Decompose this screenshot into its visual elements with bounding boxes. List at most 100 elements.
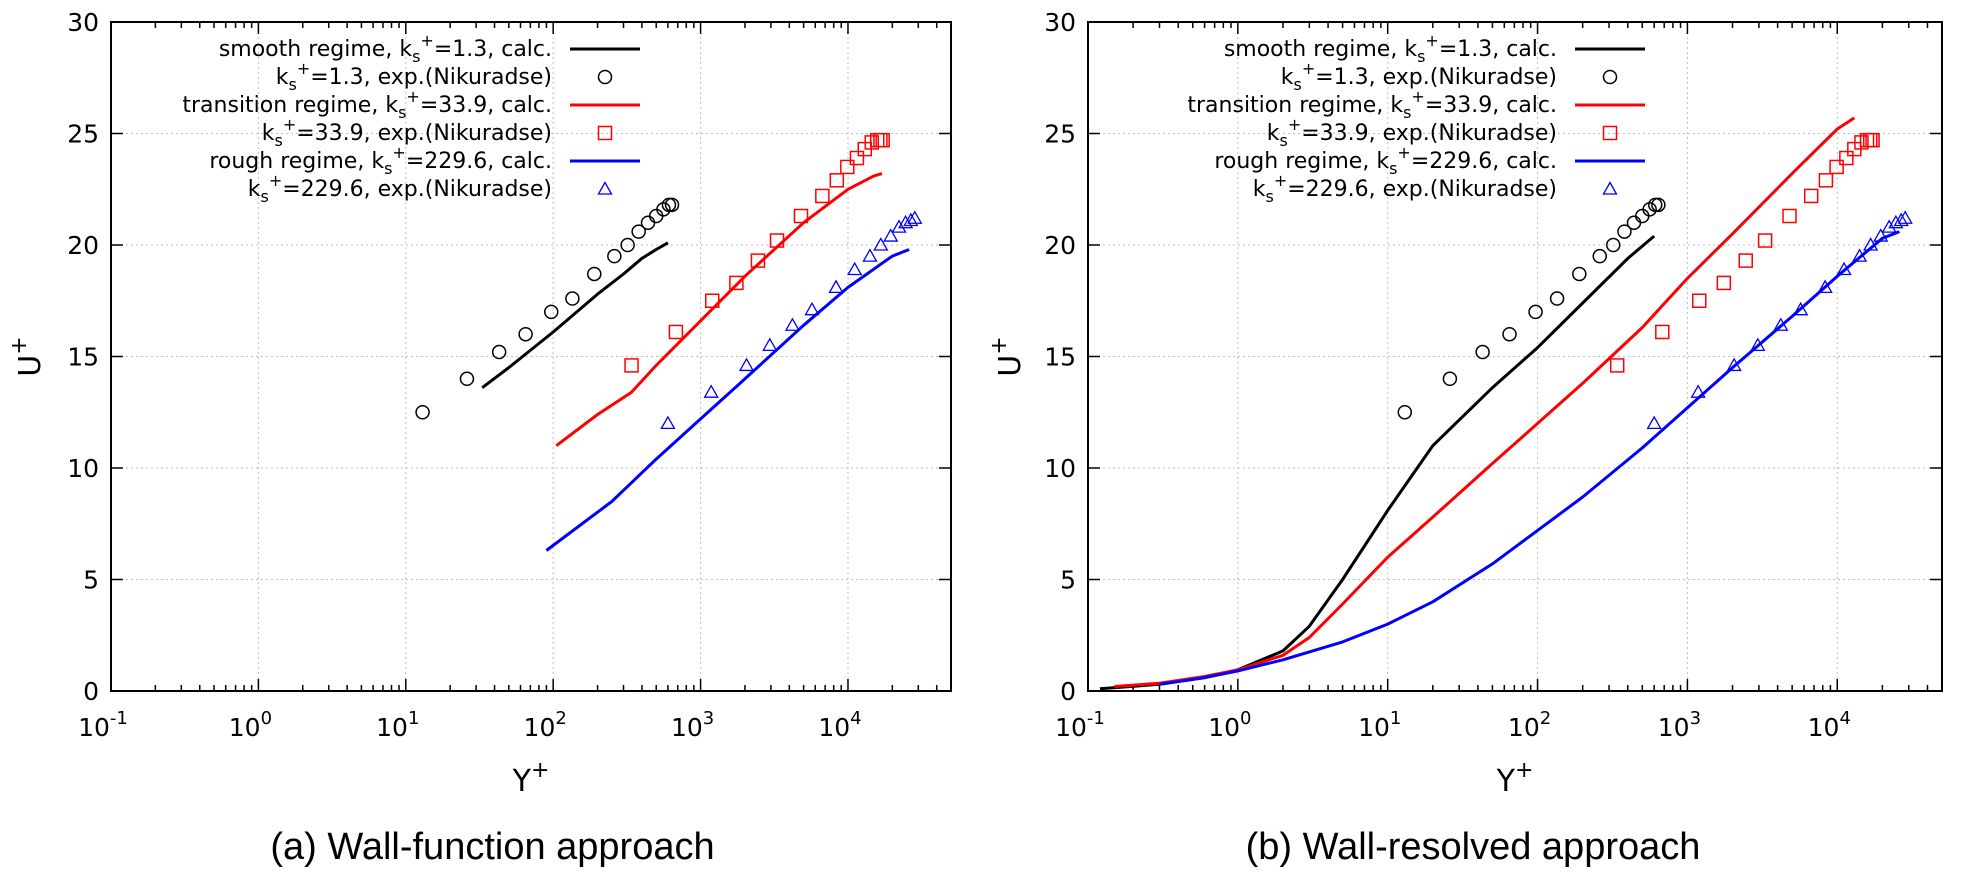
x-tick-label-4: 103 [1658, 708, 1701, 742]
y-tick-label-3: 15 [1044, 343, 1076, 372]
y-axis-label: U+ [987, 336, 1028, 376]
data-point [1829, 159, 1844, 175]
panel-wall-function: 0 5 10 15 20 25 30 10-1 100 101 102 103 104 Y+ U+ smoot… [7, 8, 952, 868]
legend-label-5: ks+=229.6, exp.(Nikuradse) [1253, 171, 1557, 206]
data-point [518, 326, 533, 342]
data-point [660, 415, 676, 430]
data-point [1738, 253, 1753, 268]
series-line-2 [1114, 116, 1856, 688]
data-point [840, 159, 855, 175]
series-line-4 [545, 248, 910, 552]
x-tick-label-0: 10-1 [1055, 708, 1105, 742]
x-tick-label-2: 101 [376, 708, 419, 742]
y-tick-label-6: 30 [1044, 8, 1076, 37]
series-2 [1114, 116, 1856, 688]
data-point [1865, 132, 1880, 148]
data-point [1635, 208, 1650, 224]
legend-label-4: rough regime, ks+=229.6, calc. [1214, 143, 1557, 178]
data-point [1502, 326, 1517, 342]
svg-text:U+: U+ [987, 336, 1028, 376]
series-5 [660, 210, 923, 430]
data-point [1549, 291, 1565, 306]
x-axis-label: Y+ [1496, 758, 1534, 799]
data-point [1606, 237, 1621, 253]
legend-label-0: smooth regime, ks+=1.3, calc. [219, 31, 552, 66]
chart-wall-resolved: 0 5 10 15 20 25 30 10-1 100 101 102 103 104 Y+ U+ smoot… [987, 8, 1943, 799]
data-point [565, 291, 580, 306]
y-tick-label-0: 0 [83, 677, 99, 706]
series-1 [1397, 197, 1666, 420]
y-tick-label-4: 20 [1044, 231, 1076, 260]
x-tick-label-5: 104 [818, 708, 861, 742]
data-point [1646, 415, 1662, 430]
legend: smooth regime, ks+=1.3, calc.ks+=1.3, ex… [182, 31, 640, 206]
data-point [1626, 215, 1642, 230]
y-tick-label-6: 30 [67, 8, 99, 37]
legend-label-1: ks+=1.3, exp.(Nikuradse) [1281, 59, 1557, 94]
y-tick-label-5: 25 [1044, 120, 1076, 149]
data-point [738, 357, 755, 372]
series-0 [481, 241, 669, 389]
y-axis-label: U+ [7, 336, 48, 376]
data-point [849, 150, 865, 166]
data-point [1782, 208, 1797, 224]
data-point [1475, 344, 1490, 360]
data-point [829, 173, 845, 188]
x-tick-label-2: 101 [1358, 708, 1401, 742]
legend-label-2: transition regime, ks+=33.9, calc. [182, 87, 552, 122]
data-point [862, 248, 878, 262]
data-point [1803, 188, 1819, 204]
x-tick-label-5: 104 [1808, 708, 1851, 742]
x-tick-label-4: 103 [671, 708, 714, 742]
data-point [587, 266, 602, 282]
x-tick-label-0: 10-1 [78, 708, 128, 742]
x-tick-label-3: 102 [1508, 708, 1551, 742]
data-point [1897, 210, 1913, 224]
legend-label-4: rough regime, ks+=229.6, calc. [209, 143, 552, 178]
data-point [1893, 212, 1909, 227]
plot-frame [1087, 21, 1943, 692]
data-point [640, 215, 656, 230]
data-point [1817, 279, 1833, 294]
legend-swatch-1 [1602, 69, 1618, 85]
series-3 [624, 132, 890, 373]
y-tick-label-1: 5 [1060, 566, 1076, 595]
y-tick-label-1: 5 [83, 566, 99, 595]
data-point [1528, 304, 1543, 320]
y-tick-label-5: 25 [67, 120, 99, 149]
data-point [491, 344, 507, 360]
x-tick-label-1: 100 [1208, 708, 1251, 742]
legend-swatch-1 [597, 69, 613, 85]
data-point [703, 384, 719, 398]
data-point [1863, 237, 1879, 251]
series-4 [1159, 230, 1900, 686]
data-point [607, 248, 622, 264]
series-1 [415, 197, 680, 420]
y-tick-label-2: 10 [67, 454, 99, 483]
legend-label-0: smooth regime, ks+=1.3, calc. [1224, 31, 1557, 66]
series-line-2 [555, 172, 883, 447]
data-point [804, 301, 820, 316]
series-3 [1609, 132, 1880, 373]
data-point [1592, 248, 1607, 264]
caption-b: (b) Wall-resolved approach [1245, 826, 1701, 868]
legend: smooth regime, ks+=1.3, calc.ks+=1.3, ex… [1187, 31, 1645, 206]
series-line-0 [481, 241, 669, 389]
svg-text:U+: U+ [7, 336, 48, 376]
data-point [415, 405, 430, 420]
data-point [668, 324, 684, 340]
data-point [1839, 150, 1854, 166]
data-point [1750, 337, 1766, 352]
data-point [815, 188, 830, 204]
data-point [784, 317, 801, 331]
y-tick-label-4: 20 [67, 231, 99, 260]
series-0 [1099, 234, 1656, 691]
data-point [705, 293, 720, 308]
data-point [1692, 293, 1707, 308]
legend-label-1: ks+=1.3, exp.(Nikuradse) [276, 59, 552, 94]
data-point [1716, 275, 1732, 291]
legend-label-2: transition regime, ks+=33.9, calc. [1187, 87, 1557, 122]
legend-swatch-3 [597, 125, 613, 141]
data-point [1852, 248, 1868, 262]
data-point [1617, 224, 1632, 239]
